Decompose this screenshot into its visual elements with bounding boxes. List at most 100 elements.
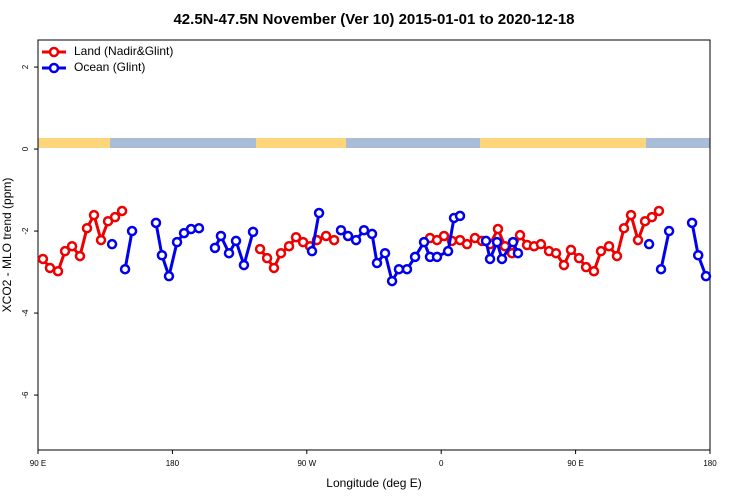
data-point xyxy=(386,275,398,287)
data-point xyxy=(156,250,168,261)
data-point xyxy=(230,235,242,247)
data-point xyxy=(655,263,667,275)
y-tick-label: 2 xyxy=(21,64,30,69)
y-tick-label: 0 xyxy=(21,146,30,151)
data-point xyxy=(492,223,504,235)
data-point xyxy=(611,250,623,262)
x-tick-label: 90 E xyxy=(30,459,46,468)
x-axis-label: Longitude (deg E) xyxy=(326,476,421,490)
plot-frame xyxy=(37,39,711,451)
chart-title: 42.5N-47.5N November (Ver 10) 2015-01-01… xyxy=(173,11,574,28)
data-point xyxy=(44,262,56,274)
data-point xyxy=(512,247,524,259)
data-point xyxy=(480,235,492,247)
legend-label: Land (Nadir&Glint) xyxy=(74,44,173,58)
data-point xyxy=(37,253,49,265)
x-tick-label: 180 xyxy=(703,459,717,468)
data-point xyxy=(320,230,332,242)
data-point xyxy=(306,245,318,257)
data-point xyxy=(119,263,131,275)
data-point xyxy=(431,251,443,263)
x-tick-label: 90 E xyxy=(567,459,583,468)
data-point xyxy=(588,265,600,277)
data-point xyxy=(418,236,430,248)
data-point xyxy=(106,238,118,250)
data-point xyxy=(95,234,107,246)
data-point xyxy=(126,225,138,237)
y-tick-label: -6 xyxy=(21,391,30,399)
y-axis-label: XCO2 - MLO trend (ppm) xyxy=(0,178,14,313)
data-point xyxy=(535,238,547,250)
legend-marker xyxy=(48,62,60,74)
y-tick-label: -2 xyxy=(21,227,30,235)
data-point xyxy=(618,222,630,234)
data-point xyxy=(74,250,86,262)
data-point xyxy=(514,229,526,241)
data-point xyxy=(484,253,496,265)
data-point xyxy=(595,245,607,257)
data-point xyxy=(461,238,473,250)
data-point xyxy=(254,243,266,255)
data-point xyxy=(438,230,450,242)
data-point xyxy=(109,211,121,223)
data-point xyxy=(454,210,466,222)
data-point xyxy=(313,207,325,219)
data-point xyxy=(163,270,175,282)
data-point xyxy=(261,252,273,264)
x-tick-label: 90 W xyxy=(297,459,316,468)
data-point xyxy=(401,263,413,275)
data-point xyxy=(275,247,287,259)
data-point xyxy=(409,251,421,263)
data-point xyxy=(215,230,227,242)
data-point xyxy=(66,240,78,252)
data-point xyxy=(491,236,503,248)
data-point xyxy=(342,230,354,242)
data-point xyxy=(558,259,570,271)
data-point xyxy=(565,244,577,256)
data-point xyxy=(268,262,280,274)
data-point xyxy=(150,217,162,229)
data-point xyxy=(171,236,183,248)
data-point xyxy=(335,224,347,236)
data-point xyxy=(193,222,205,234)
data-point xyxy=(625,209,637,221)
data-point xyxy=(283,240,295,252)
legend-label: Ocean (Glint) xyxy=(74,60,145,74)
data-point xyxy=(88,209,100,221)
data-point xyxy=(700,270,712,282)
data-point xyxy=(692,250,704,261)
data-point xyxy=(496,253,508,265)
data-point xyxy=(393,263,405,275)
legend-marker xyxy=(48,46,60,58)
data-point xyxy=(646,211,658,223)
data-point xyxy=(59,245,71,257)
data-point xyxy=(209,242,221,254)
x-tick-label: 0 xyxy=(439,459,444,468)
data-point xyxy=(653,205,665,217)
data-point xyxy=(442,245,454,257)
data-point xyxy=(643,238,655,250)
data-point xyxy=(507,236,519,248)
data-point xyxy=(580,261,592,273)
data-point xyxy=(81,222,93,234)
x-tick-label: 180 xyxy=(166,459,180,468)
data-point xyxy=(550,247,562,259)
data-point xyxy=(379,247,391,259)
data-point xyxy=(366,228,378,240)
data-point xyxy=(328,234,340,246)
data-point xyxy=(632,234,644,246)
data-point xyxy=(603,240,615,252)
data-point xyxy=(290,231,302,243)
map-strip xyxy=(38,138,710,148)
data-point xyxy=(116,205,128,217)
y-tick-label: -4 xyxy=(21,309,30,317)
data-point xyxy=(358,224,370,236)
data-point xyxy=(663,225,675,237)
data-point xyxy=(686,217,698,229)
data-point xyxy=(238,259,250,271)
data-point xyxy=(371,257,383,269)
data-point xyxy=(350,234,362,246)
data-point xyxy=(247,226,259,238)
data-point xyxy=(573,252,585,264)
